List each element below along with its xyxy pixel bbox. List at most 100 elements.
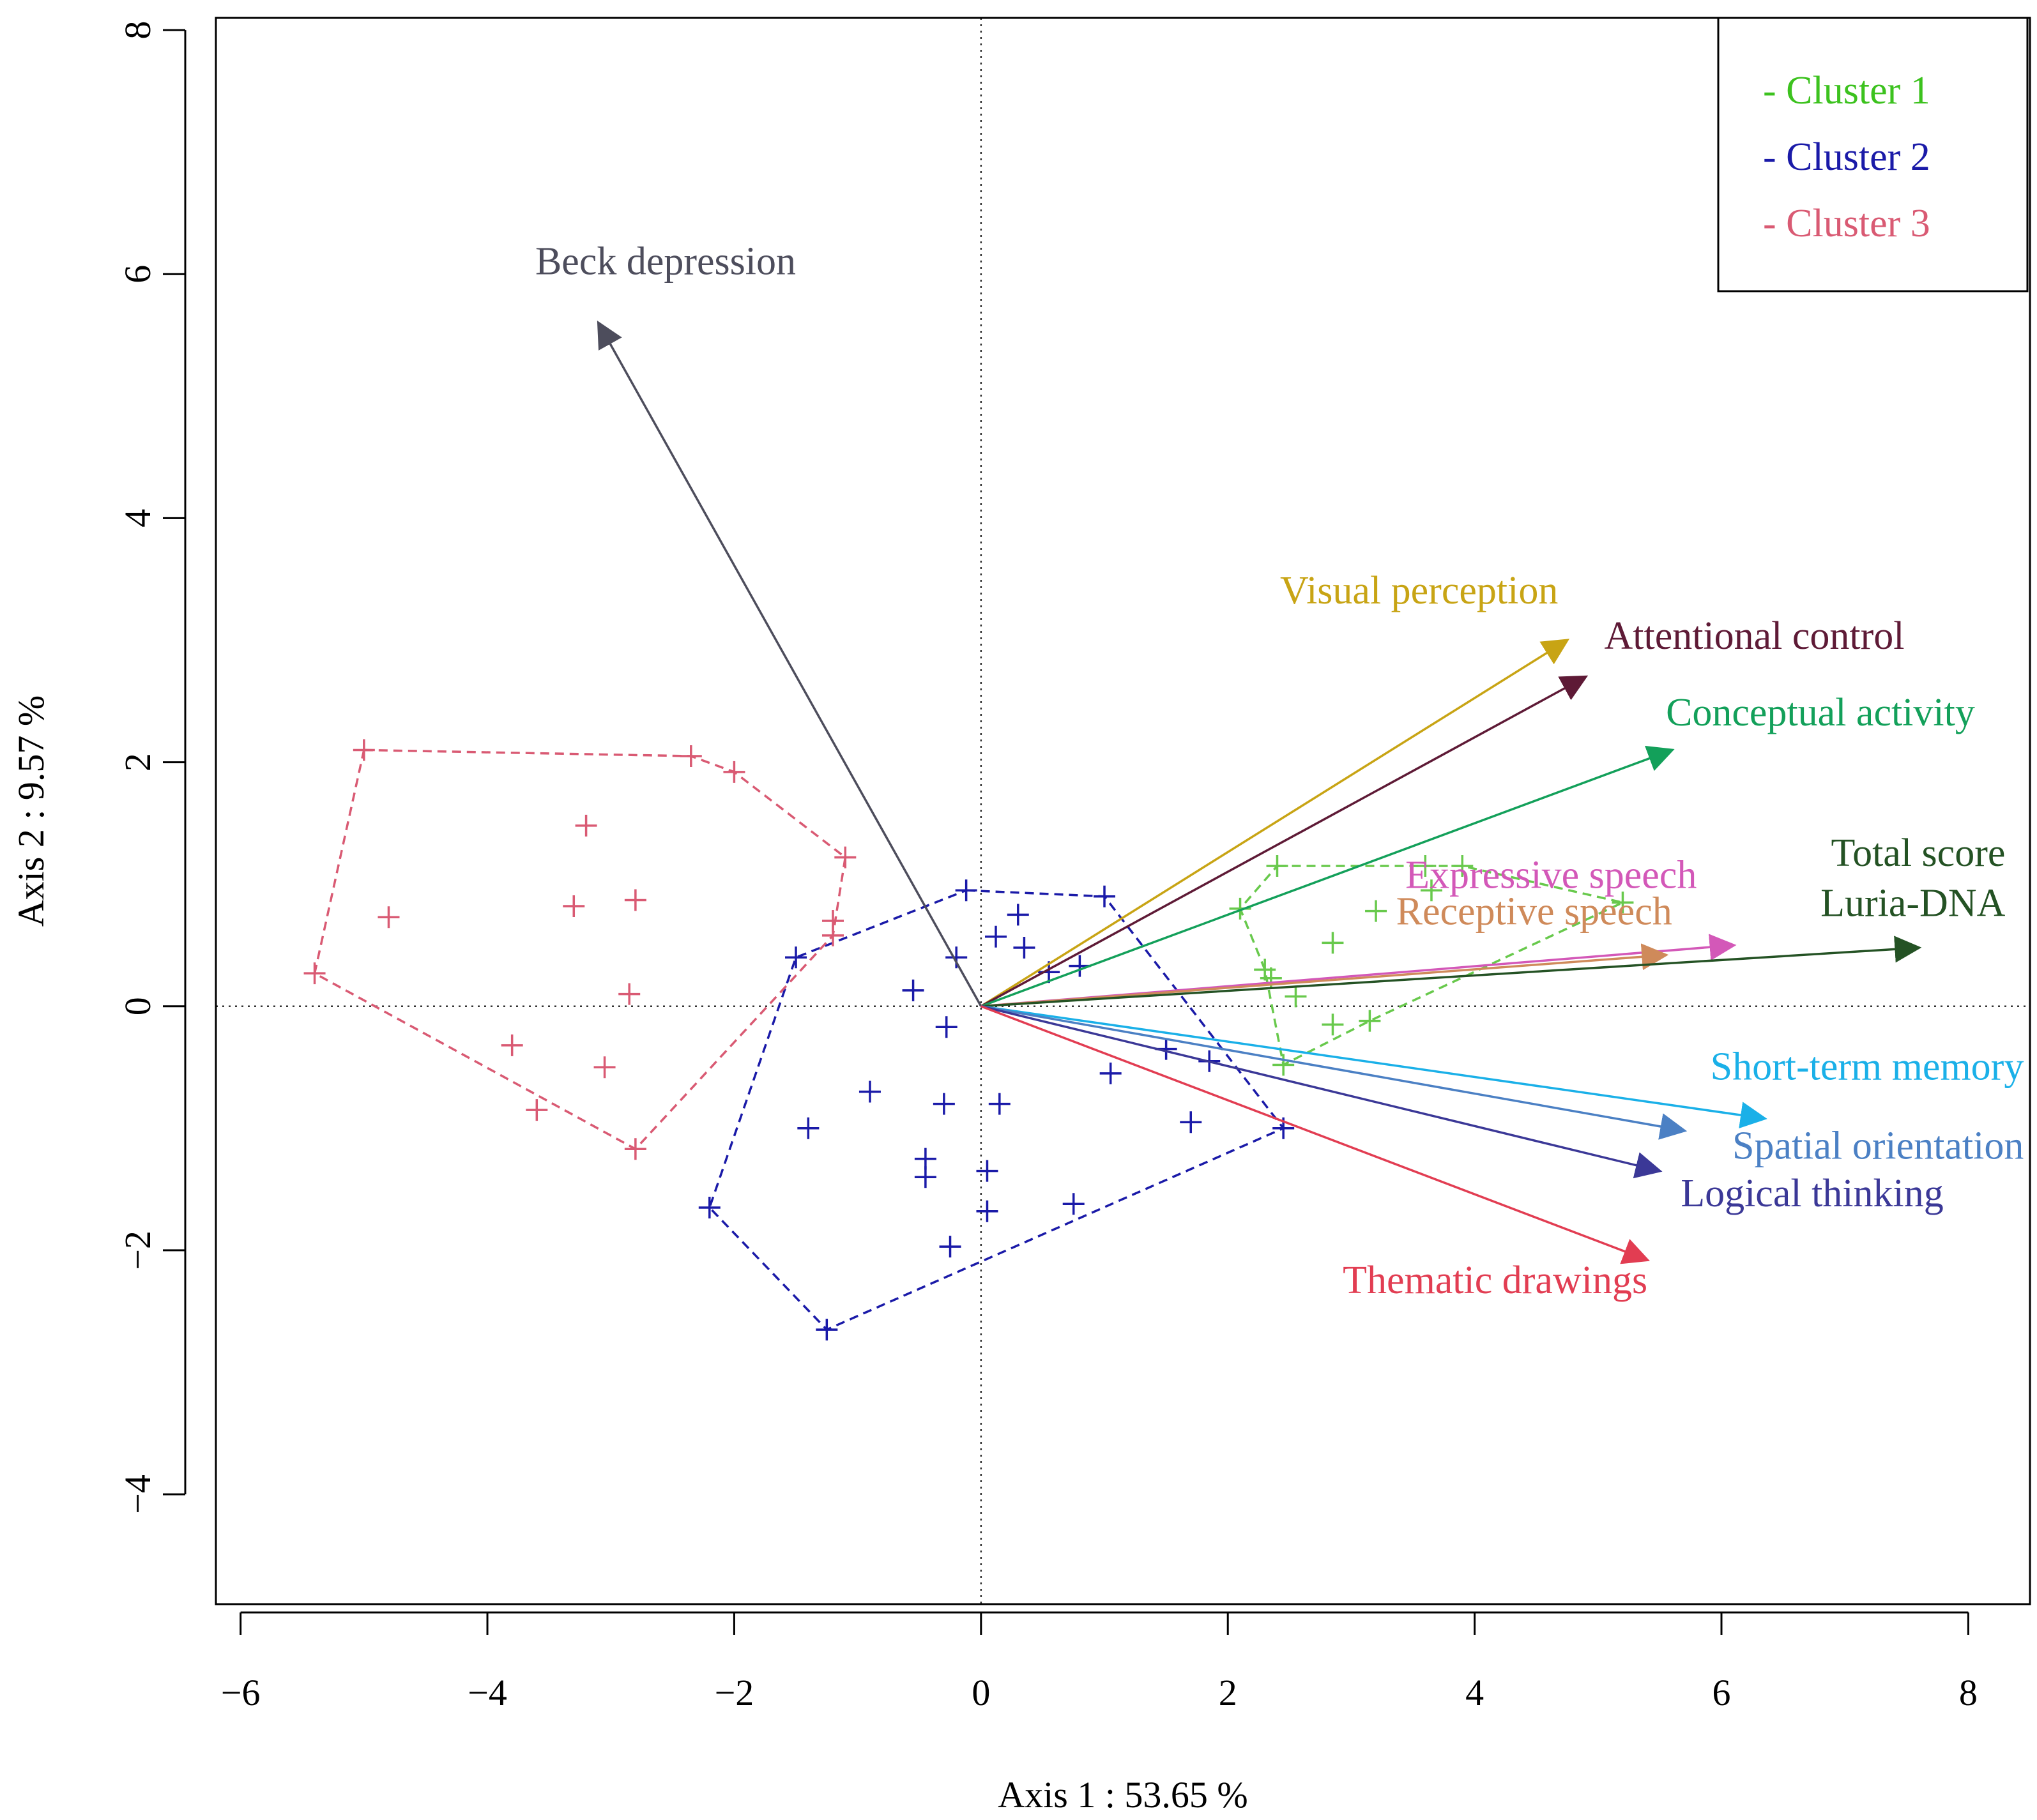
cluster-3-point xyxy=(593,1056,616,1079)
cluster-2-point xyxy=(933,1093,955,1115)
visual-perception-vector xyxy=(980,639,1570,1008)
cluster-3-point xyxy=(563,895,585,918)
vector-labels: Beck depression Visual perception Attentio… xyxy=(535,239,2024,1301)
cluster-3-point xyxy=(618,983,641,1005)
y-tick-label: 4 xyxy=(117,509,158,527)
cluster-2-point xyxy=(914,1148,936,1170)
logical-thinking-label: Logical thinking xyxy=(1681,1172,1944,1215)
cluster-1-point xyxy=(1266,854,1288,877)
y-tick-label: 0 xyxy=(117,997,158,1015)
cluster-2-point xyxy=(985,925,1007,948)
x-tick-label: 8 xyxy=(1959,1672,1978,1713)
beck-depression-vector xyxy=(597,321,982,1007)
x-tick-label: 6 xyxy=(1713,1672,1731,1713)
cluster-2-point xyxy=(698,1197,721,1218)
conceptual-activity-label: Conceptual activity xyxy=(1666,691,1975,734)
y-tick-label: 6 xyxy=(117,265,158,284)
x-tick-label: 4 xyxy=(1465,1672,1484,1713)
cluster-3-point xyxy=(303,962,326,985)
y-tick-label: −2 xyxy=(117,1231,158,1270)
spatial-orientation-vector xyxy=(980,1005,1688,1140)
cluster-1-point xyxy=(1322,932,1344,954)
cluster-3-point xyxy=(353,739,375,761)
cluster-2-point xyxy=(1007,904,1029,926)
x-axis-label: Axis 1 : 53.65 % xyxy=(998,1774,1248,1816)
beck-depression-label: Beck depression xyxy=(535,239,796,283)
cluster-2-point xyxy=(785,946,807,969)
cluster-1-point xyxy=(1365,900,1387,922)
total-score-vector xyxy=(980,936,1922,1008)
cluster-2-point xyxy=(955,879,977,902)
attentional-control-vector xyxy=(980,675,1589,1008)
cluster-2-point xyxy=(1094,885,1116,907)
legend-entry-cluster-2: - Cluster 2 xyxy=(1763,135,1930,179)
legend-box xyxy=(1717,17,2029,292)
legend: - Cluster 1 - Cluster 2 - Cluster 3 xyxy=(1717,17,2029,292)
conceptual-activity-vector xyxy=(980,745,1675,1008)
cluster-points xyxy=(303,739,1634,1341)
y-axis: −4 −2 0 2 4 6 8 xyxy=(117,21,187,1514)
thematic-drawings-label: Thematic drawings xyxy=(1343,1259,1647,1302)
cluster-1-point xyxy=(1612,891,1634,914)
attentional-control-label: Attentional control xyxy=(1604,614,1904,658)
cluster-1-hull xyxy=(1239,865,1626,1067)
receptive-speech-vector xyxy=(980,943,1669,1008)
total-score-label: Total score xyxy=(1831,831,2006,875)
y-axis-label: Axis 2 : 9.57 % xyxy=(10,695,52,927)
y-tick-label: 8 xyxy=(117,21,158,40)
thematic-drawings-vector xyxy=(980,1005,1651,1264)
receptive-speech-label: Receptive speech xyxy=(1396,890,1672,934)
cluster-2-point xyxy=(976,1160,998,1182)
visual-perception-label: Visual perception xyxy=(1280,569,1558,612)
cluster-2-point xyxy=(797,1117,820,1139)
cluster-2-point xyxy=(976,1200,998,1222)
cluster-2-point xyxy=(816,1319,838,1341)
short-term-memory-label: Short-term memory xyxy=(1711,1045,2024,1088)
legend-entry-cluster-1: - Cluster 1 xyxy=(1763,69,1930,112)
cluster-1-point xyxy=(1359,1010,1381,1032)
cluster-2-point xyxy=(902,979,924,1001)
short-term-memory-vector xyxy=(980,1005,1767,1128)
cluster-1-point xyxy=(1451,854,1474,877)
cluster-1-point xyxy=(1285,985,1307,1008)
cluster-3-hull xyxy=(313,748,847,1151)
y-tick-label: 2 xyxy=(117,753,158,771)
cluster-2-point xyxy=(988,1093,1011,1115)
cluster-3-point xyxy=(378,906,400,929)
x-axis: −6 −4 −2 0 2 4 6 8 xyxy=(221,1611,1978,1713)
x-tick-label: 2 xyxy=(1219,1672,1237,1713)
cluster-1-point xyxy=(1322,1013,1344,1036)
legend-entry-cluster-3: - Cluster 3 xyxy=(1763,202,1930,245)
x-tick-label: −4 xyxy=(468,1672,507,1713)
cluster-2-point xyxy=(945,946,968,969)
loading-vectors xyxy=(597,321,1922,1264)
cluster-3-point xyxy=(723,761,745,783)
cluster-3-point xyxy=(834,846,857,868)
cluster-2-point xyxy=(939,1236,961,1258)
cluster-1-point xyxy=(1420,879,1442,902)
cluster-3-point xyxy=(821,924,844,946)
cluster-2-point xyxy=(935,1016,957,1038)
plot-frame xyxy=(215,17,2031,1605)
y-tick-label: −4 xyxy=(117,1475,158,1514)
x-tick-label: −2 xyxy=(715,1672,754,1713)
logical-thinking-vector xyxy=(980,1005,1663,1179)
x-tick-label: −6 xyxy=(221,1672,261,1713)
cluster-3-point xyxy=(680,745,702,768)
cluster-2-point xyxy=(858,1081,881,1103)
cluster-3-point xyxy=(526,1099,548,1121)
cluster-3-point xyxy=(624,1138,646,1160)
cluster-1-point xyxy=(1272,1054,1295,1076)
cluster-3-point xyxy=(624,889,646,911)
luria-dna-label: Luria-DNA xyxy=(1820,881,2005,925)
cluster-hulls xyxy=(313,748,1626,1331)
reference-lines xyxy=(216,18,2030,1604)
cluster-2-point xyxy=(1099,1062,1122,1084)
cluster-2-point xyxy=(914,1166,936,1188)
x-tick-label: 0 xyxy=(972,1672,990,1713)
cluster-3-point xyxy=(501,1034,523,1056)
cluster-2-point xyxy=(1013,937,1035,959)
spatial-orientation-label: Spatial orientation xyxy=(1732,1125,2024,1168)
cluster-2-point xyxy=(1180,1111,1202,1134)
